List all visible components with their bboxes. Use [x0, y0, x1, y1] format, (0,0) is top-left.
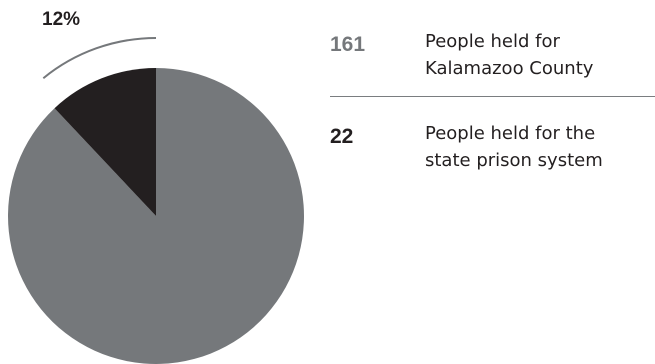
legend-description-line: People held for	[425, 31, 560, 52]
legend-value: 161	[330, 33, 366, 56]
legend-description: People held for the state prison system	[425, 120, 655, 174]
legend-divider	[330, 96, 655, 97]
legend-description-line: Kalamazoo County	[425, 58, 594, 79]
legend-description-line: People held for the	[425, 123, 596, 144]
highlight-arc	[42, 37, 157, 79]
pie-slice-kalamazoo-county	[7, 68, 305, 364]
legend-description: People held for Kalamazoo County	[425, 28, 655, 82]
pie-chart	[7, 37, 305, 364]
legend-description-line: state prison system	[425, 150, 603, 171]
percentage-label: 12%	[42, 9, 81, 30]
legend-value: 22	[330, 125, 354, 148]
pie-slice-state-prison	[54, 68, 156, 216]
